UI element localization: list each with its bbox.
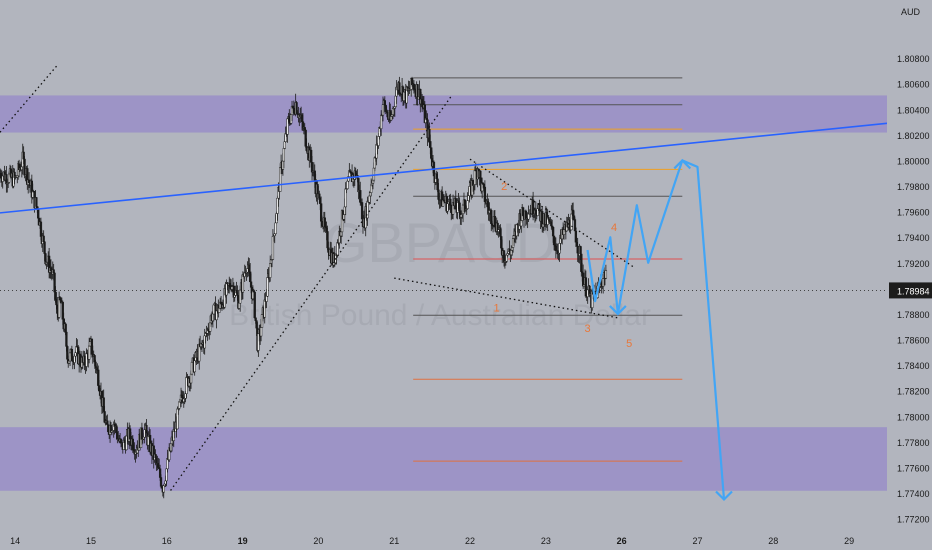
candle-body-303 — [274, 222, 277, 235]
wave-label-4: 4 — [611, 222, 617, 234]
supply-zone — [0, 95, 887, 133]
candle-body-98 — [88, 345, 91, 360]
candle-body-666 — [604, 270, 608, 279]
wave-label-5: 5 — [626, 338, 632, 350]
y-tick-label-16: 1.77600 — [897, 463, 930, 473]
candle-body-73 — [65, 331, 68, 347]
wave-label-2: 2 — [501, 181, 507, 193]
x-tick-label-29: 29 — [844, 536, 854, 546]
candle-body-312 — [282, 148, 285, 162]
y-tick-label-0: 1.80800 — [897, 54, 930, 64]
x-tick-label-20: 20 — [313, 536, 323, 546]
candle-body-382 — [346, 180, 349, 189]
candle-body-603 — [547, 217, 550, 220]
candle-body-294 — [266, 277, 269, 297]
y-tick-label-7: 1.79400 — [897, 233, 930, 243]
candle-body-287 — [259, 327, 263, 337]
candle-body-522 — [473, 169, 477, 185]
x-tick-label-27: 27 — [692, 536, 702, 546]
candle-body-608 — [551, 227, 555, 237]
candle-body-214 — [193, 360, 196, 373]
candle-body-581 — [527, 213, 530, 220]
y-tick-label-2: 1.80400 — [897, 105, 930, 115]
dotted-trendline-4 — [394, 277, 618, 319]
blue-trendline — [0, 122, 888, 214]
candle-body-528 — [479, 170, 482, 179]
candle-body-40 — [35, 197, 38, 207]
candles-group — [0, 76, 608, 499]
x-tick-label-14: 14 — [10, 536, 20, 546]
y-tick-label-4: 1.80000 — [897, 156, 930, 166]
candle-body-495 — [449, 198, 452, 206]
candle-body-635 — [576, 245, 579, 254]
y-tick-label-8: 1.79200 — [897, 259, 930, 269]
candle-body-210 — [189, 373, 193, 384]
candle-body-514 — [466, 200, 469, 209]
wave-label-3: 3 — [584, 323, 590, 335]
x-tick-label-15: 15 — [86, 536, 96, 546]
x-tick-label-19: 19 — [238, 536, 248, 546]
y-tick-label-17: 1.77400 — [897, 489, 930, 499]
currency-label: AUD — [901, 7, 921, 17]
y-tick-label-10: 1.78800 — [897, 310, 930, 320]
projection-path — [586, 159, 726, 500]
x-tick-label-28: 28 — [768, 536, 778, 546]
y-tick-label-6: 1.79600 — [897, 208, 930, 218]
candle-body-48 — [42, 235, 45, 243]
y-tick-label-18: 1.77200 — [897, 515, 930, 525]
y-tick-label-1: 1.80600 — [897, 80, 930, 90]
current-price-label: 1.78984 — [897, 286, 930, 296]
x-tick-label-26: 26 — [617, 536, 627, 546]
candle-body-49 — [43, 241, 46, 254]
candle-body-473 — [429, 141, 432, 148]
candle-body-264 — [239, 289, 242, 304]
candle-body-419 — [380, 114, 383, 129]
candle-body-439 — [398, 82, 401, 94]
x-axis-background — [0, 528, 932, 550]
dotted-trendline-3 — [469, 158, 634, 268]
y-tick-label-15: 1.77800 — [897, 438, 930, 448]
candle-body-276 — [249, 281, 253, 288]
projection-arrow-down-8 — [715, 490, 733, 502]
wave-label-1: 1 — [494, 302, 500, 314]
y-tick-label-14: 1.78000 — [897, 412, 930, 422]
y-tick-label-13: 1.78200 — [897, 387, 930, 397]
candle-body-235 — [212, 304, 215, 315]
projection-arrow-down-3 — [609, 305, 627, 316]
x-tick-label-21: 21 — [389, 536, 399, 546]
y-tick-label-5: 1.79800 — [897, 182, 930, 192]
candle-body-644 — [584, 277, 588, 297]
current-price-badge — [889, 282, 932, 299]
y-axis-background — [887, 0, 932, 550]
candle-body-95 — [85, 352, 88, 367]
projection-arrow-up-6 — [673, 158, 692, 170]
x-tick-label-22: 22 — [465, 536, 475, 546]
x-tick-label-16: 16 — [162, 536, 172, 546]
candle-body-281 — [254, 317, 257, 321]
dotted-trendline-1 — [0, 65, 58, 133]
y-tick-label-3: 1.80200 — [897, 131, 930, 141]
x-tick-label-23: 23 — [541, 536, 551, 546]
y-tick-label-12: 1.78400 — [897, 361, 930, 371]
y-tick-label-11: 1.78600 — [897, 336, 930, 346]
candle-body-280 — [253, 291, 256, 319]
